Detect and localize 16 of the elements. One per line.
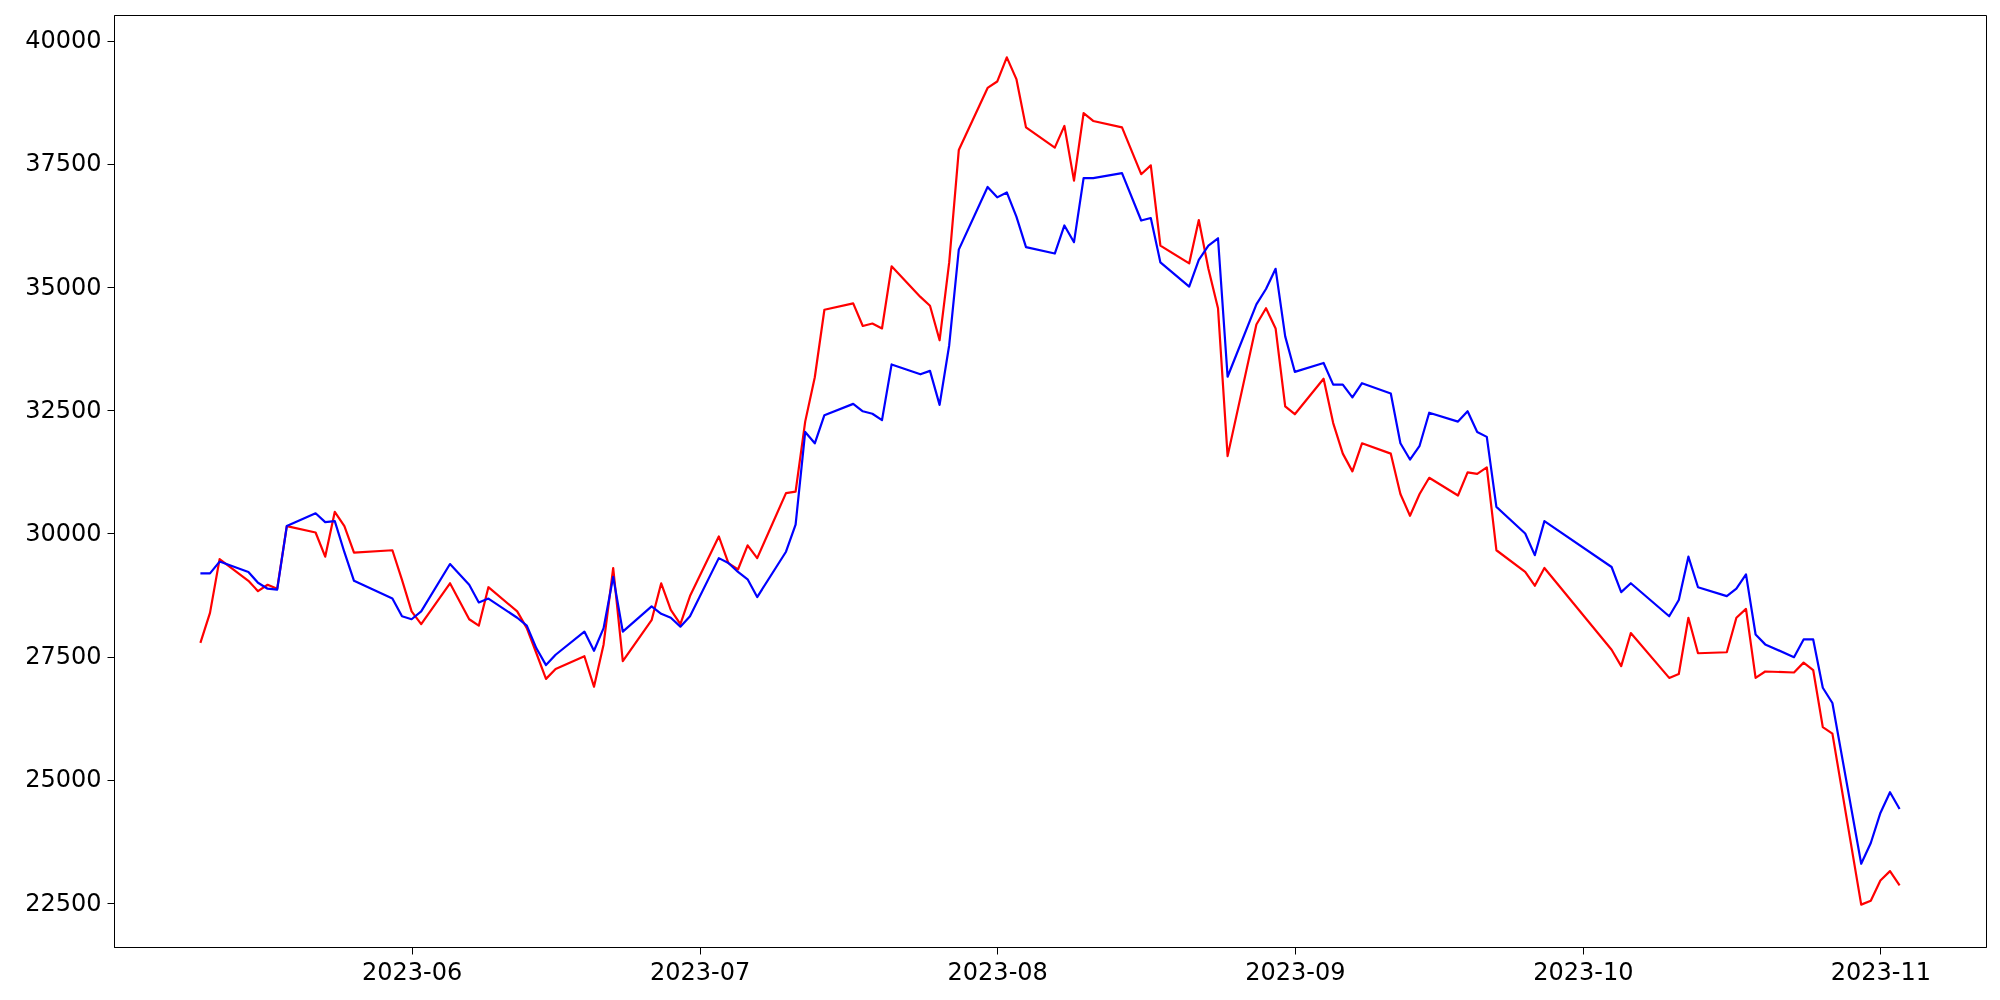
y-tick-label: 27500	[25, 642, 102, 671]
x-tick-label: 2023-08	[947, 957, 1048, 986]
y-tick-label: 37500	[25, 149, 102, 178]
x-tick-label: 2023-11	[1830, 957, 1932, 986]
y-tick-label: 30000	[25, 518, 102, 547]
line-series	[199, 172, 1901, 865]
y-tick-label: 32500	[25, 395, 102, 424]
x-tick-label: 2023-06	[361, 957, 463, 986]
x-tick-label: 2023-09	[1245, 957, 1346, 986]
y-tick-label: 22500	[25, 888, 102, 917]
x-tick-label: 2023-07	[649, 957, 751, 986]
x-tick-label: 2023-10	[1533, 957, 1634, 986]
y-tick-label: 40000	[25, 26, 102, 55]
y-tick-label: 35000	[25, 272, 102, 301]
y-tick-label: 25000	[25, 765, 102, 794]
line-series	[199, 56, 1901, 906]
